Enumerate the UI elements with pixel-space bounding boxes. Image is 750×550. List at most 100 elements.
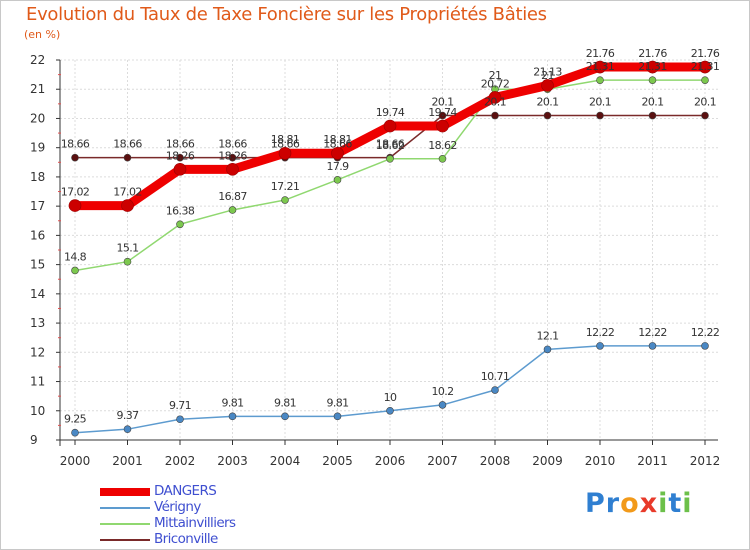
data-label: 20.1 (536, 96, 558, 109)
x-tick-label: 2005 (322, 454, 353, 468)
x-tick-label: 2011 (637, 454, 668, 468)
data-label: 14.8 (64, 250, 87, 263)
x-tick-label: 2004 (270, 454, 301, 468)
x-tick-label: 2010 (585, 454, 616, 468)
data-label: 21.31 (638, 60, 667, 73)
data-point (698, 60, 712, 74)
y-tick-label: 19 (30, 141, 45, 155)
legend-item-briconville: Briconville (100, 531, 300, 548)
legend-label-briconville: Briconville (154, 531, 218, 547)
data-label: 20.1 (694, 96, 716, 109)
y-tick-label: 12 (30, 345, 45, 359)
data-point (436, 119, 449, 133)
x-tick-label: 2006 (375, 454, 406, 468)
data-point (383, 119, 397, 133)
data-label: 16.38 (166, 204, 195, 217)
data-label: 9.25 (64, 413, 87, 426)
y-tick-label: 16 (30, 228, 45, 242)
data-point (701, 76, 709, 84)
legend-label-verigny: Vérigny (154, 499, 201, 515)
y-tick-label: 17 (30, 199, 45, 213)
data-point (68, 199, 82, 212)
data-label: 15.1 (116, 242, 138, 255)
y-tick-label: 9 (30, 433, 38, 447)
data-label: 17.21 (271, 180, 300, 193)
data-point (386, 406, 394, 415)
data-label: 18.26 (166, 149, 195, 162)
logo-letter: t (668, 488, 683, 519)
data-point (176, 415, 184, 424)
legend-swatch-briconville (100, 539, 150, 541)
legend-label-dangers: DANGERS (154, 483, 217, 499)
data-label: 20.1 (431, 96, 453, 109)
data-point (333, 176, 342, 184)
data-label: 18.81 (323, 133, 352, 146)
data-label: 18.81 (271, 133, 300, 146)
data-point (438, 401, 447, 409)
logo-letter: i (658, 488, 669, 519)
data-point (596, 76, 604, 84)
chart-title: Evolution du Taux de Taxe Foncière sur l… (26, 4, 547, 25)
data-label: 10.71 (481, 370, 510, 383)
data-point (593, 60, 607, 74)
data-point (228, 153, 237, 162)
legend-swatch-verigny (100, 507, 150, 509)
x-tick-label: 2008 (480, 454, 511, 468)
data-label: 18.66 (271, 138, 300, 151)
data-point (121, 199, 134, 212)
data-label: 18.66 (376, 138, 405, 151)
data-label: 18.66 (113, 138, 142, 151)
data-label: 18.62 (376, 139, 405, 152)
data-point (71, 266, 79, 275)
data-label: 21.31 (691, 60, 720, 73)
data-label: 10.2 (431, 385, 453, 398)
y-tick-label: 11 (30, 375, 45, 389)
data-label: 9.71 (169, 399, 191, 412)
data-label: 17.9 (326, 160, 349, 173)
data-label: 9.81 (326, 396, 348, 409)
data-point (701, 111, 709, 120)
data-label: 21.76 (691, 47, 720, 60)
data-point (331, 146, 344, 160)
data-point (173, 163, 187, 176)
data-label: 9.37 (116, 409, 139, 422)
y-tick-label: 21 (30, 82, 45, 96)
y-axis-unit-label: (en %) (24, 28, 61, 41)
legend: DANGERS Vérigny Mittainvilliers Briconvi… (100, 483, 300, 548)
data-label: 19.74 (428, 106, 457, 119)
data-point (701, 342, 709, 350)
x-tick-label: 2000 (60, 454, 91, 468)
y-tick-label: 20 (30, 111, 45, 125)
data-point (491, 386, 499, 394)
data-label: 12.1 (536, 329, 558, 342)
data-label: 18.66 (323, 138, 352, 151)
logo-letter: i (682, 488, 693, 519)
data-label: 12.22 (691, 326, 720, 339)
data-label: 10 (384, 391, 397, 404)
data-label: 20.72 (481, 77, 510, 90)
x-tick-label: 2003 (217, 454, 248, 468)
data-label: 18.66 (61, 138, 90, 151)
x-tick-label: 2007 (427, 454, 458, 468)
data-label: 21.31 (586, 60, 615, 73)
data-label: 20.1 (484, 96, 506, 109)
y-tick-label: 10 (30, 404, 45, 418)
data-point (71, 153, 79, 162)
logo-letter: o (620, 488, 640, 519)
data-point (226, 163, 239, 176)
data-label: 17.02 (113, 186, 142, 199)
data-point (541, 79, 554, 92)
data-point (491, 111, 499, 120)
data-point (123, 153, 132, 162)
data-label: 17.02 (61, 186, 90, 199)
data-point (646, 60, 659, 74)
data-point (386, 155, 394, 163)
legend-item-verigny: Vérigny (100, 499, 300, 516)
data-label: 18.62 (428, 139, 457, 152)
logo-letter: x (639, 488, 659, 519)
data-point (648, 76, 657, 84)
legend-swatch-mittainvilliers (100, 523, 150, 525)
data-label: 12.22 (586, 326, 615, 339)
data-label: 12.22 (638, 326, 667, 339)
